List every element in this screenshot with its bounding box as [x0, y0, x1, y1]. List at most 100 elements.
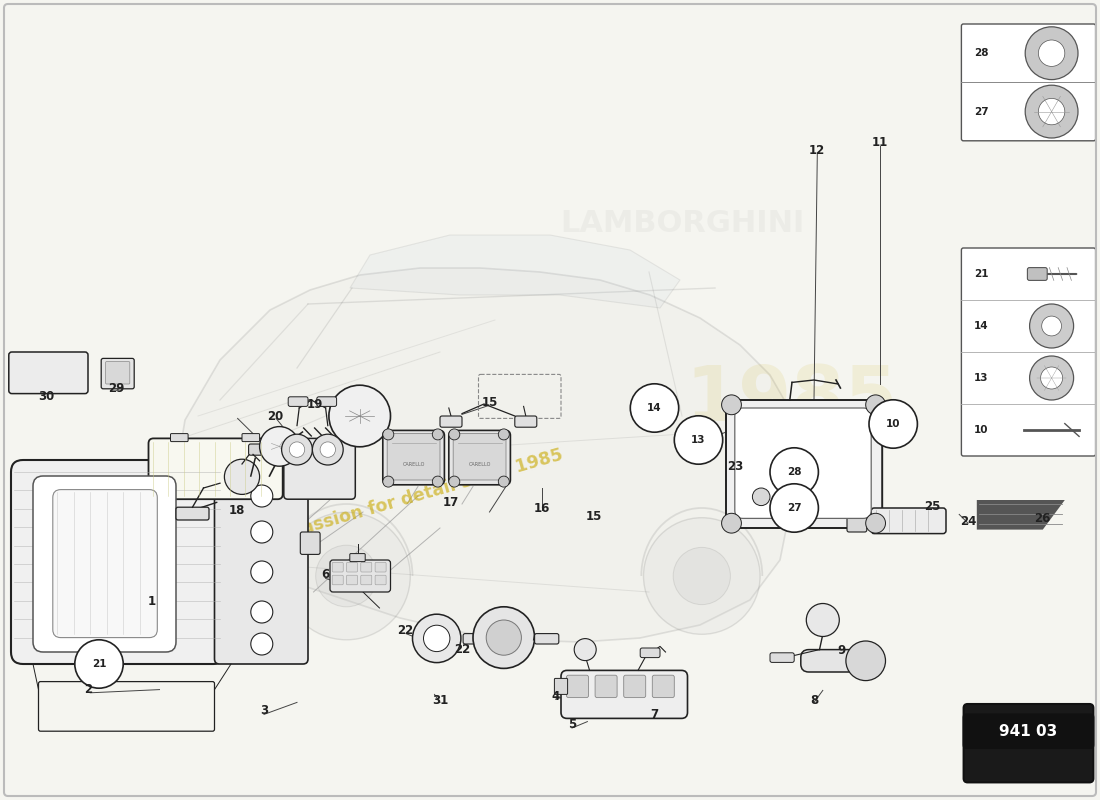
Text: 941 03: 941 03	[1000, 724, 1057, 738]
Circle shape	[673, 547, 730, 605]
Text: 30: 30	[39, 390, 54, 402]
Text: 16: 16	[535, 502, 550, 514]
FancyBboxPatch shape	[383, 430, 444, 485]
FancyBboxPatch shape	[961, 248, 1096, 456]
Text: 27: 27	[974, 106, 989, 117]
FancyBboxPatch shape	[566, 675, 588, 698]
FancyBboxPatch shape	[176, 507, 209, 520]
FancyBboxPatch shape	[961, 24, 1096, 141]
FancyBboxPatch shape	[332, 562, 343, 572]
Circle shape	[251, 633, 273, 655]
FancyBboxPatch shape	[964, 704, 1093, 782]
FancyBboxPatch shape	[214, 476, 308, 664]
Text: 24: 24	[960, 515, 976, 528]
Text: 31: 31	[432, 694, 448, 706]
FancyBboxPatch shape	[346, 562, 358, 572]
Text: a passion for detail since 1985: a passion for detail since 1985	[271, 446, 565, 546]
Circle shape	[224, 459, 260, 494]
Circle shape	[722, 514, 741, 533]
Circle shape	[251, 485, 273, 507]
FancyBboxPatch shape	[624, 675, 646, 698]
Circle shape	[312, 434, 343, 465]
FancyBboxPatch shape	[346, 575, 358, 585]
FancyBboxPatch shape	[761, 491, 789, 503]
Text: 18: 18	[229, 504, 244, 517]
FancyBboxPatch shape	[101, 358, 134, 389]
FancyBboxPatch shape	[361, 562, 372, 572]
FancyBboxPatch shape	[242, 434, 260, 442]
Text: 15: 15	[586, 510, 602, 522]
Text: 3: 3	[260, 704, 268, 717]
FancyBboxPatch shape	[561, 670, 688, 718]
Text: 4: 4	[551, 690, 560, 702]
Circle shape	[630, 384, 679, 432]
Circle shape	[329, 385, 390, 446]
Circle shape	[383, 429, 394, 440]
FancyBboxPatch shape	[735, 408, 871, 518]
Circle shape	[251, 521, 273, 543]
Text: 13: 13	[691, 435, 706, 445]
Text: 23: 23	[727, 460, 742, 473]
FancyBboxPatch shape	[33, 476, 176, 652]
Text: 7: 7	[650, 708, 659, 721]
FancyBboxPatch shape	[463, 634, 487, 644]
Circle shape	[1042, 316, 1062, 336]
FancyBboxPatch shape	[726, 400, 882, 528]
Text: 13: 13	[974, 373, 989, 383]
FancyBboxPatch shape	[1027, 267, 1047, 281]
Text: 12: 12	[810, 144, 825, 157]
Polygon shape	[977, 500, 1065, 530]
Text: 25: 25	[925, 500, 940, 513]
Circle shape	[1030, 304, 1074, 348]
Text: 1985: 1985	[685, 363, 899, 437]
Text: 28: 28	[974, 48, 989, 58]
Circle shape	[752, 488, 770, 506]
Text: 14: 14	[974, 321, 989, 331]
Circle shape	[473, 606, 535, 669]
Circle shape	[770, 484, 818, 532]
Circle shape	[1038, 98, 1065, 125]
FancyBboxPatch shape	[350, 554, 365, 562]
FancyBboxPatch shape	[361, 575, 372, 585]
Circle shape	[282, 434, 312, 465]
Circle shape	[316, 546, 377, 606]
FancyBboxPatch shape	[11, 460, 225, 664]
FancyBboxPatch shape	[801, 650, 861, 672]
FancyBboxPatch shape	[9, 352, 88, 394]
Circle shape	[432, 429, 443, 440]
Circle shape	[866, 514, 886, 533]
Text: 11: 11	[872, 136, 888, 149]
Circle shape	[383, 476, 394, 487]
Circle shape	[486, 620, 521, 655]
Circle shape	[449, 429, 460, 440]
FancyBboxPatch shape	[871, 508, 946, 534]
Circle shape	[498, 476, 509, 487]
FancyBboxPatch shape	[330, 560, 390, 592]
Text: 6: 6	[321, 568, 330, 581]
Circle shape	[251, 561, 273, 583]
Circle shape	[846, 641, 886, 681]
Text: 15: 15	[482, 396, 497, 409]
Circle shape	[1025, 27, 1078, 80]
FancyBboxPatch shape	[317, 397, 337, 406]
FancyBboxPatch shape	[535, 634, 559, 644]
FancyBboxPatch shape	[554, 678, 568, 694]
Circle shape	[869, 400, 917, 448]
FancyBboxPatch shape	[770, 653, 794, 662]
Text: 22: 22	[454, 643, 470, 656]
Text: 2: 2	[84, 683, 92, 696]
Text: 20: 20	[267, 410, 283, 422]
Circle shape	[412, 614, 461, 662]
Circle shape	[1030, 356, 1074, 400]
Circle shape	[674, 416, 723, 464]
Text: 10: 10	[886, 419, 901, 429]
FancyBboxPatch shape	[375, 562, 386, 572]
FancyBboxPatch shape	[453, 434, 506, 480]
Circle shape	[260, 426, 299, 466]
FancyBboxPatch shape	[106, 362, 130, 384]
FancyBboxPatch shape	[440, 416, 462, 427]
FancyBboxPatch shape	[300, 532, 320, 554]
Circle shape	[498, 429, 509, 440]
FancyBboxPatch shape	[148, 438, 283, 499]
Text: 26: 26	[1035, 512, 1050, 525]
